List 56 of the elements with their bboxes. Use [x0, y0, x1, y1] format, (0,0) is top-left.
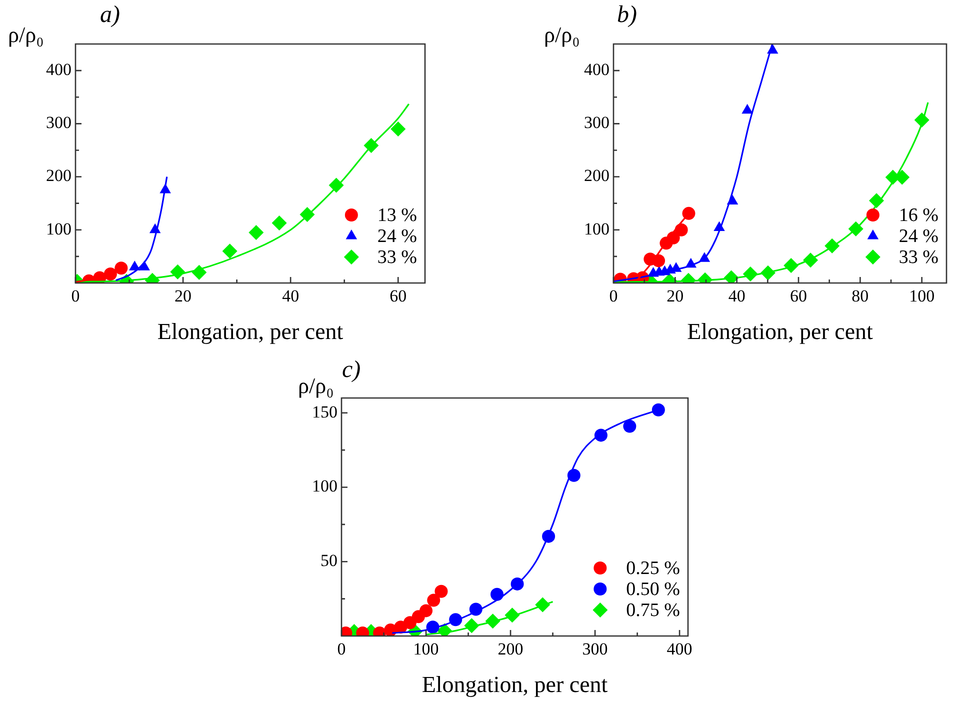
y-tick-label: 300 [584, 113, 610, 132]
x-tick-label: 60 [390, 286, 407, 306]
x-axis-title: Elongation, per cent [422, 672, 608, 698]
y-tick-label: 400 [46, 60, 72, 80]
point [222, 244, 238, 259]
y-tick-label: 100 [584, 219, 610, 238]
chart-title: a) [100, 2, 120, 29]
y-axis-title: ρ/ρ₀ [8, 22, 44, 48]
y-tick-label: 150 [312, 402, 338, 422]
legend-label: 0.50 % [626, 578, 680, 600]
legend-label: 13 % [377, 204, 418, 226]
x-axis-title: Elongation, per cent [157, 319, 344, 344]
point [390, 121, 406, 136]
x-tick-label: 20 [666, 286, 684, 306]
legend-label: 0.25 % [626, 558, 680, 579]
point [129, 260, 140, 270]
legend-label: 24 % [898, 226, 939, 247]
y-tick-label: 300 [46, 113, 72, 132]
point [420, 604, 433, 618]
x-tick-label: 40 [282, 286, 300, 306]
y-tick-label: 400 [584, 60, 610, 80]
x-tick-label: 100 [909, 286, 935, 306]
legend-label: 16 % [898, 204, 939, 226]
point [652, 403, 665, 416]
point [427, 594, 440, 607]
y-tick-label: 200 [584, 166, 610, 186]
y-tick-label: 100 [46, 219, 72, 238]
x-tick-label: 60 [790, 286, 807, 306]
x-tick-label: 400 [666, 640, 692, 659]
y-tick-label: 200 [46, 166, 72, 186]
point [623, 420, 636, 433]
point [272, 215, 287, 230]
line-series [425, 600, 554, 636]
legend-label: 33 % [377, 246, 418, 268]
point [682, 206, 696, 220]
x-tick-label: 40 [728, 286, 746, 306]
x-tick-label: 0 [71, 286, 80, 306]
y-axis-title: ρ/ρ₀ [544, 22, 580, 48]
y-tick-label: 50 [320, 551, 338, 570]
point [248, 225, 264, 240]
point [674, 223, 688, 236]
x-axis-title: Elongation, per cent [687, 319, 874, 344]
legend-label: 24 % [377, 226, 418, 247]
x-tick-label: 200 [498, 640, 524, 659]
legend-label: 0.75 % [626, 600, 680, 621]
x-tick-label: 100 [413, 640, 439, 659]
chart-title: b) [617, 2, 637, 29]
x-tick-label: 80 [852, 286, 869, 306]
y-axis-title: ρ/ρ₀ [298, 373, 334, 399]
x-tick-label: 0 [337, 640, 346, 659]
legend-label: 33 % [898, 246, 939, 268]
point [434, 584, 448, 598]
chart-title: c) [342, 357, 361, 384]
x-tick-label: 20 [174, 286, 192, 306]
y-tick-label: 100 [312, 476, 338, 496]
x-tick-label: 0 [609, 286, 618, 306]
